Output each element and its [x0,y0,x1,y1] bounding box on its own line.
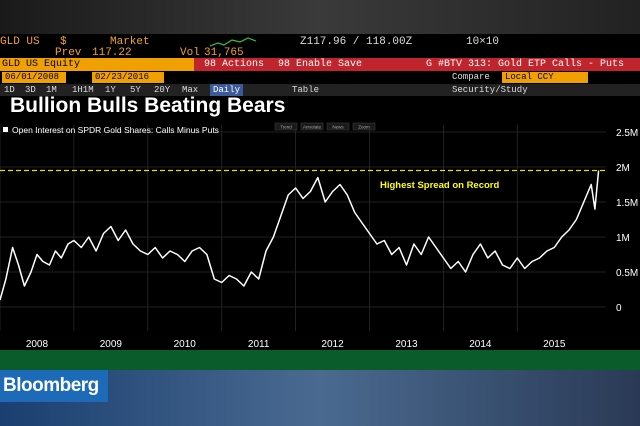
chart-toolbar: Trend Annotate News Zoom [274,122,376,131]
actions-menu[interactable]: 98 Actions [204,59,265,70]
ticker-price-source: Market [110,36,150,48]
security-study-button[interactable]: Security/Study [452,85,528,95]
date-row: 06/01/2008 02/23/2016 Compare Local CCY [0,71,640,84]
toolbar-label: Trend [280,125,292,130]
period-1h1m[interactable]: 1H1M [72,85,94,95]
period-nav: 1D 3D 1M 1H1M 1Y 5Y 20Y Max Daily Table … [0,84,640,96]
toolbar-button[interactable] [326,122,350,131]
x-tick-label: 2008 [26,339,49,350]
vol-label: Vol [180,47,200,59]
period-1d[interactable]: 1D [4,85,15,95]
y-tick-label: 2.5M [616,128,638,139]
action-row: GLD US Equity 98 Actions 98 Enable Save … [0,58,640,71]
toolbar-label: Annotate [303,125,322,130]
legend-text: Open Interest on SPDR Gold Shares: Calls… [12,125,219,135]
period-1m[interactable]: 1M [46,85,57,95]
video-lower-bar: Bloomberg [0,370,640,426]
chart-title: Bullion Bulls Beating Bears [10,94,286,117]
btv-title: G #BTV 313: Gold ETP Calls - Puts [420,58,640,71]
sparkline-icon [210,37,257,47]
prev-value: 117.22 [92,47,132,59]
y-axis: 0 0.5M 1M 1.5M 2M 2.5M [616,128,638,314]
period-20y[interactable]: 20Y [154,85,171,95]
quote-size: 10×10 [466,36,500,48]
actions-menu-bar: 98 Actions 98 Enable Save [194,58,430,71]
period-5y[interactable]: 5Y [130,85,141,95]
grid-lines [0,125,606,331]
y-tick-label: 2M [616,163,630,174]
y-tick-label: 1.5M [616,198,638,209]
x-tick-label: 2015 [543,339,566,350]
ticker-symbol: GLD US [0,36,40,48]
vol-value: 31,765 [204,47,244,59]
end-date-input[interactable]: 02/23/2016 [92,72,164,83]
record-annotation: Highest Spread on Record [380,180,499,191]
open-interest-series [0,170,600,301]
x-tick-label: 2010 [174,339,197,350]
toolbar-label: Zoom [358,125,370,130]
y-tick-label: 0 [616,303,622,314]
x-tick-label: 2012 [321,339,344,350]
compare-label: Compare [452,72,490,82]
period-3d[interactable]: 3D [25,85,36,95]
period-max[interactable]: Max [182,85,199,95]
x-tick-label: 2009 [100,339,123,350]
toolbar-button[interactable] [300,122,324,131]
x-tick-label: 2014 [469,339,492,350]
compare-select[interactable]: Local CCY [502,72,588,83]
toolbar-button[interactable] [274,122,298,131]
ticker-currency: $ [60,36,67,48]
security-field[interactable]: GLD US Equity [0,58,194,71]
video-top-bar [0,0,640,34]
bloomberg-logo: Bloomberg [0,370,108,402]
frequency-select[interactable]: Daily [210,84,244,96]
prev-label: Prev [55,47,82,59]
start-date-input[interactable]: 06/01/2008 [2,72,66,83]
ticker-row: GLD US $ Market Prev 117.22 Vol 31,765 Z… [0,34,640,59]
toolbar-label: News [332,125,344,130]
x-axis: 2008 2009 2010 2011 2012 2013 2014 2015 [26,339,566,350]
news-crawl [0,350,640,370]
y-tick-label: 1M [616,233,630,244]
period-1y[interactable]: 1Y [105,85,116,95]
toolbar-button[interactable] [352,122,376,131]
x-tick-label: 2011 [248,339,270,350]
y-tick-label: 0.5M [616,268,638,279]
enable-save-button[interactable]: 98 Enable Save [278,59,363,70]
quote-bid-ask: Z117.96 / 118.00Z [300,36,413,48]
table-button[interactable]: Table [292,85,320,95]
legend-swatch [3,127,8,132]
x-tick-label: 2013 [395,339,418,350]
